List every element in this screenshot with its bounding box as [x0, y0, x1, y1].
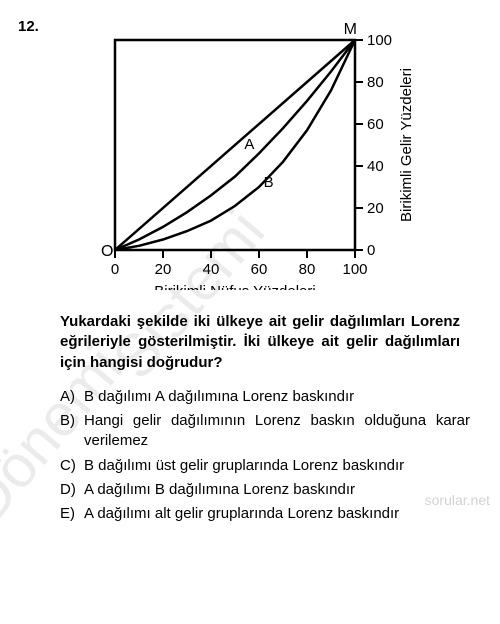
svg-text:40: 40 — [367, 158, 384, 175]
option-text: B dağılımı üst gelir gruplarında Lorenz … — [84, 456, 470, 476]
option-c: C) B dağılımı üst gelir gruplarında Lore… — [60, 456, 470, 476]
svg-text:20: 20 — [367, 200, 384, 217]
option-d: D) A dağılımı B dağılımına Lorenz baskın… — [60, 480, 470, 500]
option-text: Hangi gelir dağılımının Lorenz baskın ol… — [84, 411, 470, 452]
option-b: B) Hangi gelir dağılımının Lorenz baskın… — [60, 411, 470, 452]
question-number: 12. — [18, 18, 39, 35]
option-letter: E) — [60, 504, 84, 524]
option-text: B dağılımı A dağılımına Lorenz baskındır — [84, 387, 470, 407]
svg-text:100: 100 — [342, 261, 367, 278]
option-text: A dağılımı alt gelir gruplarında Lorenz … — [84, 504, 470, 524]
svg-text:40: 40 — [203, 261, 220, 278]
svg-text:80: 80 — [367, 74, 384, 91]
lorenz-chart: 020406080100020406080100ABOMBirikimli Nü… — [60, 20, 470, 294]
svg-text:100: 100 — [367, 32, 392, 49]
svg-text:60: 60 — [251, 261, 268, 278]
svg-text:Birikimli Gelir Yüzdeleri: Birikimli Gelir Yüzdeleri — [398, 68, 415, 222]
option-a: A) B dağılımı A dağılımına Lorenz baskın… — [60, 387, 470, 407]
svg-text:M: M — [344, 21, 357, 38]
option-text: A dağılımı B dağılımına Lorenz baskındır — [84, 480, 470, 500]
option-letter: A) — [60, 387, 84, 407]
svg-text:Birikimli Nüfus Yüzdeleri: Birikimli Nüfus Yüzdeleri — [154, 283, 315, 290]
options-list: A) B dağılımı A dağılımına Lorenz baskın… — [60, 387, 470, 525]
svg-text:A: A — [244, 136, 254, 153]
option-e: E) A dağılımı alt gelir gruplarında Lore… — [60, 504, 470, 524]
svg-text:60: 60 — [367, 116, 384, 133]
option-letter: B) — [60, 411, 84, 452]
svg-text:0: 0 — [111, 261, 119, 278]
option-letter: D) — [60, 480, 84, 500]
svg-text:0: 0 — [367, 242, 375, 259]
option-letter: C) — [60, 456, 84, 476]
question-text: Yukardaki şekilde iki ülkeye ait gelir d… — [60, 312, 460, 373]
svg-text:O: O — [101, 243, 113, 260]
svg-text:B: B — [264, 174, 274, 191]
svg-text:20: 20 — [155, 261, 172, 278]
svg-text:80: 80 — [299, 261, 316, 278]
